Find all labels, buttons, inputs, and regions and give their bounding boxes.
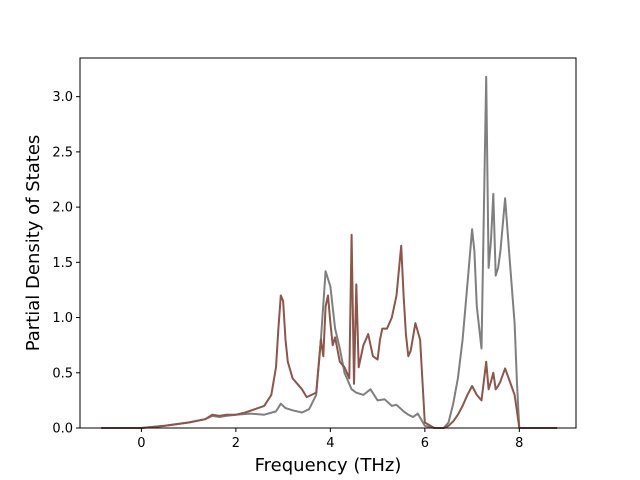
x-tick-label: 8 [515,436,523,451]
series-layer [101,75,558,429]
y-tick-label: 3.0 [52,90,73,105]
series-line-1 [101,75,558,429]
x-tick-label: 4 [326,436,334,451]
x-tick-label: 6 [421,436,429,451]
y-tick-label: 1.5 [52,256,73,271]
y-axis-label: Partial Density of States [23,135,44,352]
x-axis-ticks: 0 2 4 6 8 [137,428,523,451]
y-tick-label: 2.0 [52,201,73,216]
series-line-2 [101,233,558,429]
x-tick-label: 0 [137,436,145,451]
x-tick-label: 2 [232,436,240,451]
x-axis-label: Frequency (THz) [255,455,402,476]
y-tick-label: 1.0 [52,311,73,326]
y-tick-label: 0.0 [52,422,73,437]
y-tick-label: 2.5 [52,145,73,160]
plot-frame [79,57,577,429]
y-tick-label: 0.5 [52,366,73,381]
y-axis-ticks: 0.0 0.5 1.0 1.5 2.0 2.5 3.0 [52,90,80,437]
